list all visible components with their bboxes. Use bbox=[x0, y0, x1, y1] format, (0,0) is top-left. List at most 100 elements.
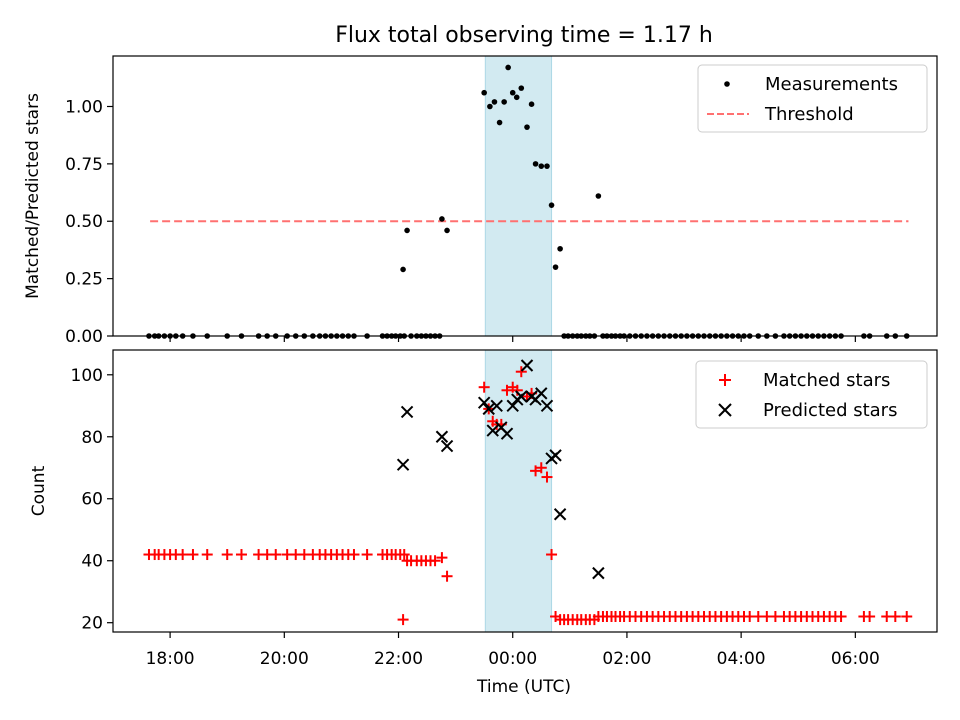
y-tick-label-bottom: 60 bbox=[81, 490, 103, 510]
count-marks bbox=[143, 359, 913, 626]
x-tick-label: 02:00 bbox=[602, 649, 651, 669]
x-axis-ticks-bottom: 18:00 20:00 22:00 00:00 02:00 04:00 06:00 bbox=[146, 632, 880, 669]
x-stroke bbox=[592, 566, 605, 580]
y-tick-label-bottom: 20 bbox=[81, 614, 103, 634]
predicted-star-point bbox=[500, 427, 514, 440]
x-stroke bbox=[553, 508, 567, 521]
x-stroke bbox=[540, 399, 554, 412]
x-tick-label: 18:00 bbox=[146, 649, 195, 669]
measurement-point bbox=[538, 163, 545, 169]
x-stroke bbox=[490, 399, 503, 412]
chart-title: Flux total observing time = 1.17 h bbox=[335, 23, 713, 48]
matched-star-point bbox=[398, 549, 410, 561]
predicted-star-point bbox=[482, 402, 495, 416]
y-tick-label-top: 0.00 bbox=[65, 327, 103, 347]
measurement-point bbox=[509, 89, 516, 96]
predicted-star-point bbox=[540, 399, 554, 412]
x-stroke bbox=[549, 449, 562, 462]
predicted-star-point bbox=[486, 424, 499, 437]
measurement-point bbox=[548, 202, 555, 208]
measurement-point bbox=[496, 119, 503, 126]
predicted-star-point bbox=[440, 439, 454, 453]
predicted-star-point bbox=[535, 387, 548, 400]
x-stroke bbox=[520, 359, 534, 372]
predicted-star-point bbox=[490, 399, 503, 412]
x-axis-ticks-top bbox=[169, 336, 856, 342]
matched-star-point bbox=[441, 570, 453, 582]
measurement-point bbox=[400, 266, 406, 273]
measurement-point bbox=[505, 64, 511, 71]
y-axis-label-top: Matched/Predicted stars bbox=[23, 93, 43, 299]
measurement-point bbox=[444, 227, 450, 234]
matched-star-point bbox=[541, 471, 553, 483]
x-stroke bbox=[440, 439, 454, 453]
legend-dot-marker bbox=[724, 81, 730, 87]
legend-plus-marker bbox=[719, 374, 731, 386]
matched-star-point bbox=[187, 549, 199, 561]
measurement-point bbox=[595, 193, 602, 199]
x-stroke bbox=[396, 458, 410, 471]
matched-star-point bbox=[501, 384, 513, 396]
matched-star-point bbox=[270, 549, 282, 561]
x-tick-label: 22:00 bbox=[374, 649, 423, 669]
plot-frame-bottom bbox=[112, 349, 938, 633]
matched-star-point bbox=[864, 611, 876, 623]
measurement-point bbox=[532, 161, 539, 167]
measurement-point bbox=[518, 85, 525, 91]
y-axis-ticks-top: 0.00 0.25 0.50 0.75 1.00 bbox=[65, 97, 113, 347]
x-stroke bbox=[500, 427, 514, 440]
x-stroke bbox=[535, 387, 548, 400]
measurement-point bbox=[557, 245, 563, 252]
predicted-star-point bbox=[549, 449, 562, 462]
y-tick-label-bottom: 80 bbox=[81, 428, 103, 448]
measurement-point bbox=[544, 163, 550, 169]
predicted-star-point bbox=[592, 566, 605, 580]
measurement-point bbox=[552, 264, 559, 270]
x-stroke bbox=[477, 396, 491, 409]
y-axis-ticks-bottom: 20 40 60 80 100 bbox=[71, 366, 113, 634]
measurement-point bbox=[513, 94, 520, 101]
predicted-star-point bbox=[477, 396, 491, 409]
legend-label-predicted-stars: Predicted stars bbox=[763, 400, 897, 421]
x-stroke bbox=[486, 424, 499, 437]
x-tick-label: 04:00 bbox=[717, 649, 766, 669]
measurement-point bbox=[491, 99, 498, 105]
measurement-point bbox=[487, 103, 493, 110]
predicted-star-point bbox=[553, 508, 567, 521]
matched-star-point bbox=[535, 462, 547, 474]
x-stroke bbox=[482, 402, 495, 416]
predicted-star-point bbox=[435, 430, 449, 443]
matched-star-point bbox=[901, 611, 913, 623]
matched-star-point bbox=[546, 549, 558, 561]
matched-star-point bbox=[348, 549, 360, 561]
matched-star-point bbox=[515, 366, 527, 378]
matched-star-point bbox=[889, 611, 901, 623]
x-stroke bbox=[495, 421, 508, 434]
measurement-point bbox=[528, 101, 535, 107]
matched-star-point bbox=[397, 614, 409, 626]
y-tick-label-bottom: 40 bbox=[81, 552, 103, 572]
matched-star-point bbox=[511, 384, 523, 396]
matched-star-point bbox=[221, 549, 233, 561]
y-tick-label-bottom: 100 bbox=[71, 366, 103, 386]
measurement-point bbox=[439, 216, 445, 222]
x-tick-label: 20:00 bbox=[260, 649, 309, 669]
x-tick-label: 00:00 bbox=[488, 649, 537, 669]
legend-top: Measurements Threshold bbox=[697, 64, 928, 133]
x-stroke bbox=[435, 430, 449, 443]
measurements-panel: Flux total observing time = 1.17 h 0.000… bbox=[23, 23, 938, 347]
matched-star-point bbox=[835, 611, 847, 623]
legend-label-matched-stars: Matched stars bbox=[763, 370, 890, 391]
predicted-star-point bbox=[400, 405, 414, 419]
x-stroke bbox=[515, 390, 528, 403]
predicted-star-point bbox=[520, 359, 534, 372]
legend-x-marker bbox=[718, 403, 732, 417]
matched-star-point bbox=[436, 552, 448, 564]
matched-star-point bbox=[478, 381, 490, 393]
matched-star-point bbox=[235, 549, 247, 561]
legend-box-bottom bbox=[695, 360, 928, 429]
x-axis-label: Time (UTC) bbox=[476, 677, 571, 697]
measurement-point bbox=[481, 89, 487, 96]
matched-star-point bbox=[361, 549, 373, 561]
